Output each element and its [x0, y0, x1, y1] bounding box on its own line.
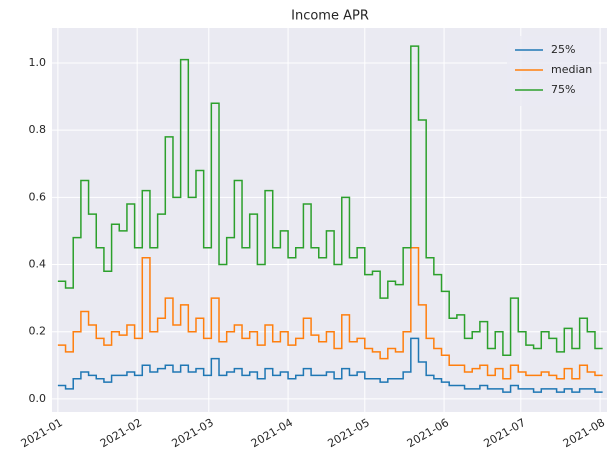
legend-label: 75%: [551, 83, 575, 96]
chart-title: Income APR: [291, 9, 369, 24]
x-tick-label: 2021-05: [325, 416, 371, 450]
y-tick-label: 0.2: [29, 325, 47, 338]
step-line: [57, 45, 603, 356]
y-tick-label: 0.8: [29, 123, 47, 136]
x-tick-label: 2021-08: [561, 416, 607, 450]
legend-label: 25%: [551, 43, 575, 56]
step-line: [57, 337, 603, 393]
y-tick-label: 0.0: [29, 392, 47, 405]
x-tick-label: 2021-02: [98, 416, 144, 450]
step-line: [57, 246, 603, 380]
x-tick-label: 2021-07: [481, 416, 527, 450]
legend-box: [507, 36, 599, 106]
x-tick-label: 2021-03: [169, 416, 215, 450]
legend-label: median: [551, 63, 592, 76]
y-tick-label: 0.6: [29, 190, 47, 203]
x-tick-label: 2021-04: [249, 416, 295, 450]
x-tick-label: 2021-01: [19, 416, 65, 450]
y-tick-label: 1.0: [29, 56, 47, 69]
x-tick-label: 2021-06: [405, 416, 451, 450]
y-tick-label: 0.4: [29, 258, 47, 271]
